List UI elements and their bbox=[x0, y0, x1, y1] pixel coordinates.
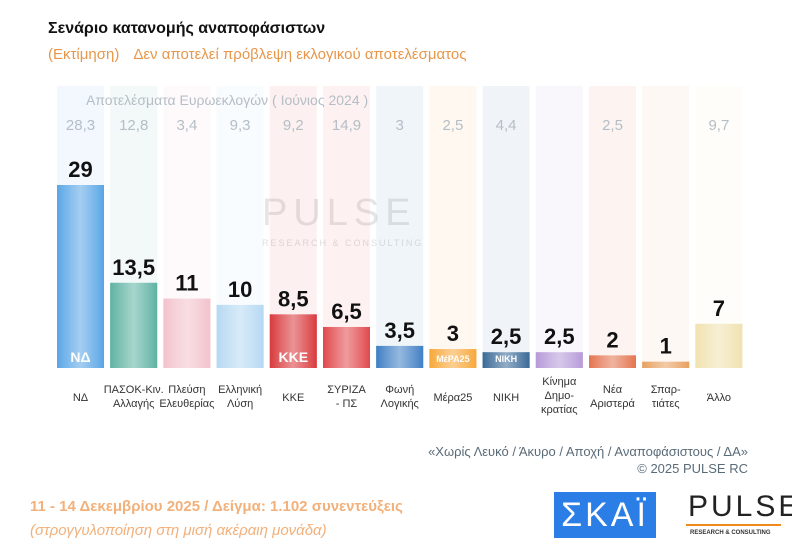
background-column bbox=[589, 86, 636, 368]
background-column bbox=[642, 86, 690, 368]
subtitle-estimate: (Εκτίμηση) bbox=[48, 46, 120, 63]
pulse-logo-line bbox=[686, 524, 781, 526]
category-label: Σπαρ-τιάτες bbox=[651, 384, 681, 410]
footnote: «Χωρίς Λευκό / Άκυρο / Αποχή / Αναποφάσι… bbox=[428, 444, 748, 459]
data-label: 8,5 bbox=[278, 286, 309, 311]
reference-value: 12,8 bbox=[119, 117, 148, 134]
watermark: PULSE bbox=[262, 192, 417, 234]
copyright: © 2025 PULSE RC bbox=[637, 461, 748, 476]
bar-shade bbox=[482, 352, 530, 368]
category-label: Ελληνική Λύση bbox=[218, 384, 262, 410]
bar-shade bbox=[642, 361, 690, 368]
reference-value: 2,5 bbox=[442, 117, 463, 134]
category-label: Φωνή Λογικής bbox=[381, 384, 419, 410]
reference-value: 14,9 bbox=[332, 117, 361, 134]
bar-shade bbox=[216, 304, 264, 368]
reference-value: 28,3 bbox=[66, 117, 95, 134]
rounding-note: (στρογγυλοποίηση στη μισή ακέραιη μονάδα… bbox=[30, 522, 327, 539]
data-label: 2,5 bbox=[544, 324, 575, 349]
category-label: Άλλο bbox=[707, 392, 731, 404]
background-column bbox=[695, 86, 743, 368]
watermark-sub: RESEARCH & CONSULTING bbox=[262, 238, 424, 248]
category-label: ΠΑΣΟΚ-Κιν. Αλλαγής bbox=[104, 384, 164, 410]
background-column bbox=[429, 86, 477, 368]
data-label: 7 bbox=[713, 296, 725, 321]
bar-shade bbox=[376, 345, 424, 368]
pulse-logo-sub: RESEARCH & CONSULTING bbox=[690, 530, 771, 536]
category-label: Μέρα25 bbox=[433, 392, 472, 404]
data-label: 2,5 bbox=[491, 324, 522, 349]
category-label: ΝΙΚΗ bbox=[493, 392, 519, 404]
background-column bbox=[482, 86, 530, 368]
data-label: 13,5 bbox=[112, 255, 155, 280]
data-label: 1 bbox=[660, 334, 672, 359]
category-label: ΣΥΡΙΖΑ - ΠΣ bbox=[327, 384, 366, 410]
reference-value: 2,5 bbox=[602, 117, 623, 134]
reference-value: 4,4 bbox=[496, 117, 517, 134]
data-label: 10 bbox=[228, 277, 252, 302]
reference-value: 9,2 bbox=[283, 117, 304, 134]
pulse-logo-text: PULSE bbox=[688, 490, 792, 523]
bar-shade bbox=[163, 298, 211, 368]
bar-shade bbox=[429, 349, 477, 368]
party-logo: ΚΚΕ bbox=[279, 349, 309, 365]
party-logo: ΝΙΚΗ bbox=[495, 354, 517, 364]
category-label: ΚΚΕ bbox=[282, 392, 304, 404]
category-label: Πλεύση Ελευθερίας bbox=[159, 384, 214, 410]
skai-logo: ΣΚΑΪ bbox=[554, 492, 656, 538]
category-label: Κίνημα Δημο-κρατίας bbox=[541, 376, 578, 416]
chart-subtitle: (Εκτίμηση) Δεν αποτελεί πρόβλεψη εκλογικο… bbox=[48, 46, 480, 63]
date-sample: 11 - 14 Δεκεμβρίου 2025 / Δείγμα: 1.102 … bbox=[30, 498, 403, 515]
data-label: 3 bbox=[447, 321, 459, 346]
data-label: 29 bbox=[68, 157, 92, 182]
party-logo: ΝΔ bbox=[70, 349, 90, 365]
background-column bbox=[535, 86, 583, 368]
reference-value: 9,3 bbox=[230, 117, 251, 134]
bar-shade bbox=[110, 282, 158, 368]
bar-shade bbox=[57, 185, 104, 368]
bar-shade bbox=[269, 314, 317, 368]
reference-title: Αποτελέσματα Ευρωεκλογών ( Ιούνιος 2024 … bbox=[86, 92, 369, 108]
background-column bbox=[323, 86, 370, 368]
subtitle-disclaimer: Δεν αποτελεί πρόβλεψη εκλογικού αποτελέσ… bbox=[133, 46, 467, 63]
data-label: 3,5 bbox=[384, 318, 415, 343]
category-label: Νέα Αριστερά bbox=[590, 384, 635, 410]
bar-shade bbox=[535, 352, 583, 368]
bar-shade bbox=[323, 326, 370, 368]
reference-value: 3,4 bbox=[176, 117, 197, 134]
data-label: 11 bbox=[175, 271, 198, 296]
bar-shade bbox=[695, 323, 743, 368]
pulse-logo: PULSE RESEARCH & CONSULTING bbox=[668, 490, 792, 540]
bar-shade bbox=[589, 355, 636, 368]
data-label: 6,5 bbox=[331, 299, 362, 324]
background-column bbox=[376, 86, 424, 368]
data-label: 2 bbox=[606, 327, 618, 352]
chart-title: Σενάριο κατανομής αναποφάσιστων bbox=[48, 20, 326, 37]
reference-value: 3 bbox=[396, 117, 404, 134]
party-logo: ΜέΡΑ25 bbox=[436, 354, 469, 364]
reference-value: 9,7 bbox=[708, 117, 729, 134]
category-label: ΝΔ bbox=[73, 392, 89, 404]
